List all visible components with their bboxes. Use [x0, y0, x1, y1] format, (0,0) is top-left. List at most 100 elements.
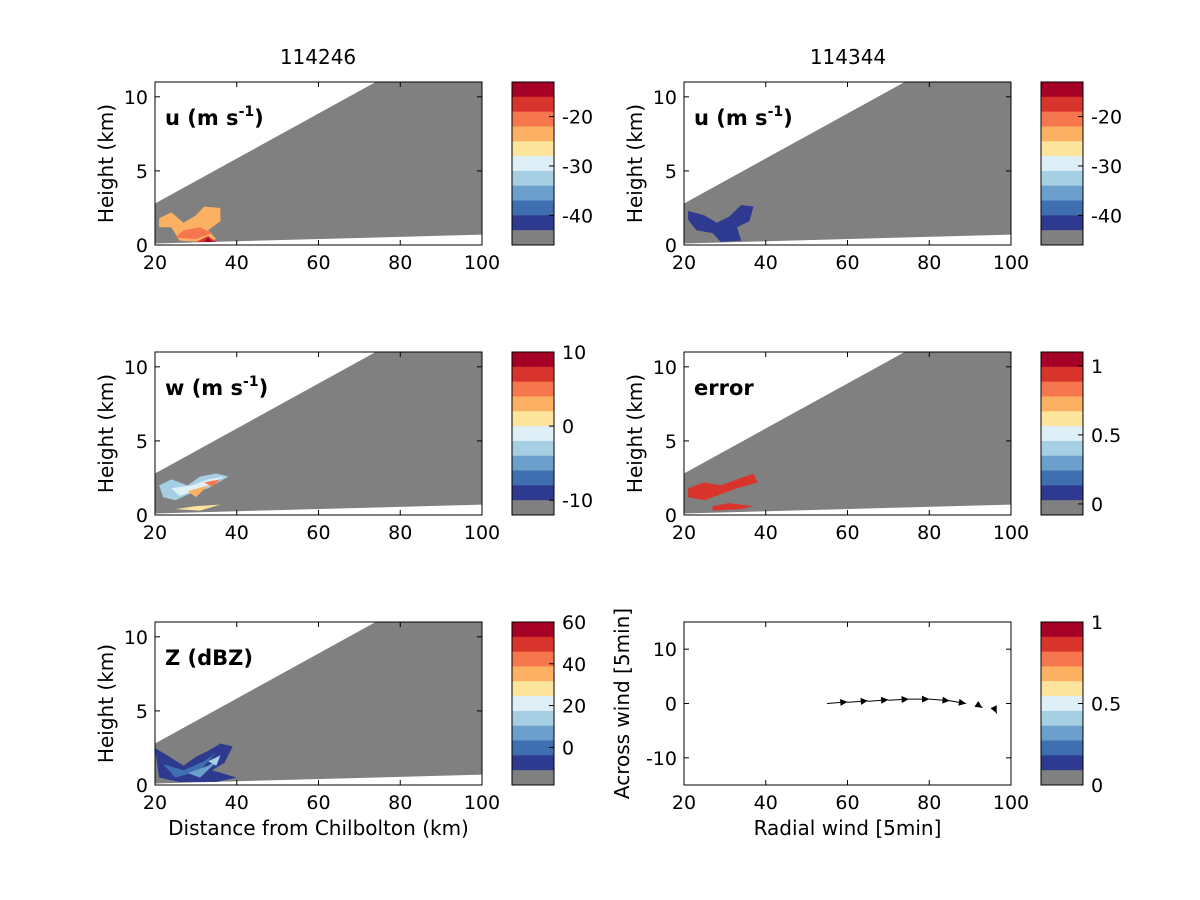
panel-u-114344: 20 40 60 80 100 0 5 10 Height (km) u (m s-1) -20 -3…: [623, 81, 1122, 274]
wind-vector-head: [974, 700, 983, 708]
x-tick-label: 60: [306, 522, 330, 544]
colorbar-segment: [512, 141, 554, 157]
colorbar-segment: [1041, 455, 1083, 472]
colorbar-tick-label: 60: [562, 612, 586, 634]
wind-vector-head: [942, 696, 950, 704]
colorbar-segment: [512, 411, 554, 427]
x-tick-label: 40: [754, 792, 778, 814]
colorbar-tick-label: 1: [1091, 356, 1103, 378]
wind-vector-head: [840, 698, 848, 706]
colorbar-tick-label: 10: [562, 342, 586, 364]
x-tick-label: 20: [672, 792, 696, 814]
x-tick-label: 100: [464, 252, 500, 274]
x-tick-label: 40: [754, 252, 778, 274]
colorbar-segment: [1041, 440, 1083, 457]
colorbar: -20 -30 -40: [511, 81, 593, 246]
colorbar-segment: [1041, 485, 1083, 501]
colorbar-segment: [1041, 411, 1083, 427]
x-tick-label: 40: [225, 522, 249, 544]
y-tick-label: 10: [124, 627, 148, 649]
wind-vector-head: [880, 696, 889, 704]
y-tick-label: 0: [136, 775, 148, 797]
colorbar-segment: [1041, 352, 1083, 368]
plot-area: [684, 622, 1011, 785]
y-axis-label: Height (km): [623, 104, 647, 223]
colorbar-segment: [512, 651, 554, 667]
data-region: [175, 227, 213, 240]
colorbar-segment: [1041, 96, 1083, 113]
x-tick-label: 20: [672, 252, 696, 274]
y-axis-label: Height (km): [623, 374, 647, 493]
wind-vector-head: [901, 696, 909, 704]
x-tick-label: 20: [672, 522, 696, 544]
colorbar-tick-label: -40: [1091, 205, 1122, 227]
colorbar-segment: [1041, 681, 1083, 697]
colorbar-tick-label: -10: [562, 490, 593, 512]
data-region: [163, 752, 217, 778]
colorbar-segment: [1041, 170, 1083, 187]
colorbar-tick-label: 20: [562, 696, 586, 718]
colorbar-segment: [512, 96, 554, 113]
y-tick-label: 10: [653, 639, 677, 661]
colorbar-segment: [1041, 156, 1083, 172]
y-tick-label: 0: [665, 694, 677, 716]
colorbar-tick-label: 0: [562, 416, 574, 438]
colorbar-tick-label: 40: [562, 654, 586, 676]
colorbar-segment: [512, 156, 554, 172]
colorbar-segment: [1041, 82, 1083, 98]
colorbar-segment: [512, 230, 554, 246]
colorbar-segment: [512, 725, 554, 742]
x-axis-label: Radial wind [5min]: [754, 816, 942, 840]
panel-Z-114246: 20 40 60 80 100 0 5 10 Height (km) Distance from …: [94, 612, 586, 840]
x-tick-label: 80: [917, 522, 941, 544]
x-tick-label: 60: [306, 252, 330, 274]
x-tick-label: 20: [143, 522, 167, 544]
x-tick-label: 60: [306, 792, 330, 814]
colorbar-segment: [512, 426, 554, 442]
colorbar-segment: [512, 755, 554, 771]
y-tick-label: 0: [136, 235, 148, 257]
colorbar-segment: [512, 352, 554, 368]
data-region: [688, 473, 758, 501]
colorbar-segment: [512, 770, 554, 786]
colorbar-segment: [512, 82, 554, 98]
x-tick-label: 80: [388, 792, 412, 814]
colorbar-segment: [1041, 770, 1083, 786]
colorbar-segment: [512, 622, 554, 638]
colorbar-segment: [1041, 141, 1083, 157]
colorbar-segment: [512, 696, 554, 712]
y-tick-label: 0: [665, 505, 677, 527]
x-axis-label: Distance from Chilbolton (km): [168, 816, 469, 840]
y-tick-label: 10: [653, 357, 677, 379]
colorbar-segment: [1041, 111, 1083, 127]
x-tick-label: 40: [225, 792, 249, 814]
y-tick-label: 10: [653, 87, 677, 109]
colorbar-segment: [1041, 185, 1083, 202]
data-region: [208, 755, 221, 766]
y-tick-label: 5: [136, 701, 148, 723]
colorbar-tick-label: 1: [1091, 612, 1103, 634]
colorbar-tick-label: 0: [562, 737, 574, 759]
colorbar-segment: [1041, 666, 1083, 682]
colorbar-segment: [1041, 396, 1083, 412]
colorbar-segment: [512, 200, 554, 216]
colorbar-segment: [512, 681, 554, 697]
colorbar-segment: [1041, 366, 1083, 383]
colorbar-segment: [512, 126, 554, 142]
wind-vector-head: [860, 697, 868, 705]
panel-label: error: [694, 376, 754, 400]
colorbar-segment: [512, 740, 554, 756]
colorbar-frame: [511, 81, 555, 246]
colorbar-segment: [512, 185, 554, 202]
y-axis-label: Height (km): [94, 104, 118, 223]
panel-label: w (m s-1): [165, 374, 268, 400]
panel-label: Z (dBZ): [165, 646, 253, 670]
y-tick-label: 10: [124, 357, 148, 379]
colorbar-segment: [1041, 725, 1083, 742]
colorbar-tick-label: 0: [1091, 494, 1103, 516]
column-title-left: 114246: [280, 45, 356, 69]
y-axis-label: Across wind [5min]: [610, 608, 634, 799]
masked-region: [155, 352, 482, 514]
x-tick-label: 60: [835, 792, 859, 814]
